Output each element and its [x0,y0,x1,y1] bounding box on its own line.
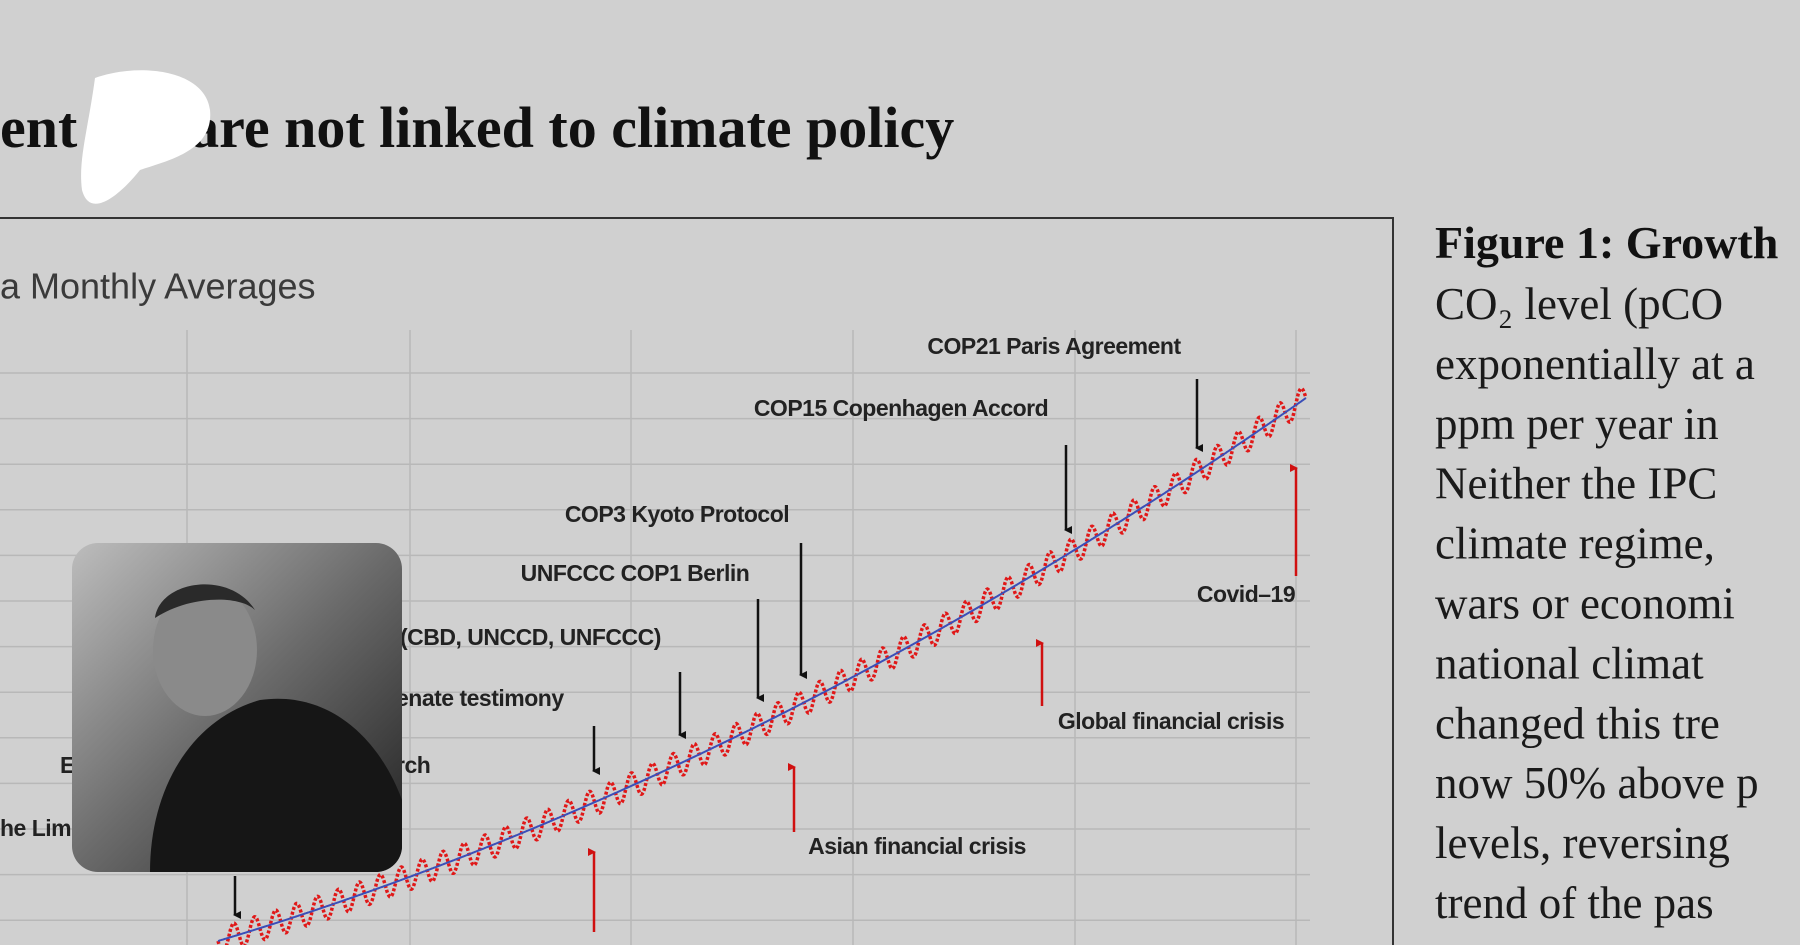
annotation: Global financial crisis [1058,708,1284,734]
caption-heading: Figure 1: Growth [1435,217,1778,268]
arrows [233,379,1298,932]
annotation: E [60,752,75,778]
annotation: COP15 Copenhagen Accord [754,395,1048,421]
caption-line: changed this tre [1435,698,1720,748]
annotation: he Lim [0,815,71,841]
caption-line: ppm per year in [1435,399,1719,449]
annotation: Asian financial crisis [808,833,1026,859]
annotation: Covid–19 [1197,581,1295,607]
trend-line [217,397,1307,942]
caption-line: wars or economi [1435,579,1735,629]
caption-line: trend of the pas [1435,878,1714,928]
co2-curve [216,386,1308,945]
annotation: (CBD, UNCCD, UNFCCC) [400,624,661,650]
caption-line: climate regime, [1435,519,1715,569]
figure-caption: Figure 1: Growth CO₂ level (pCO exponenti… [1435,217,1778,928]
caption-line: levels, reversing [1435,818,1730,868]
annotation: COP21 Paris Agreement [927,333,1181,359]
annotation-blob [81,70,211,204]
webcam-overlay [72,543,402,872]
annotation: enate testimony [396,685,564,711]
caption-line: now 50% above p [1435,758,1759,808]
annotation: COP3 Kyoto Protocol [565,501,789,527]
caption-line: exponentially at a [1435,339,1755,389]
annotation: UNFCCC COP1 Berlin [521,560,750,586]
chart-title: a Monthly Averages [0,266,316,307]
caption-line: CO₂ level (pCO [1435,279,1723,329]
caption-line: Neither the IPC [1435,459,1717,509]
caption-line: national climat [1435,638,1704,688]
